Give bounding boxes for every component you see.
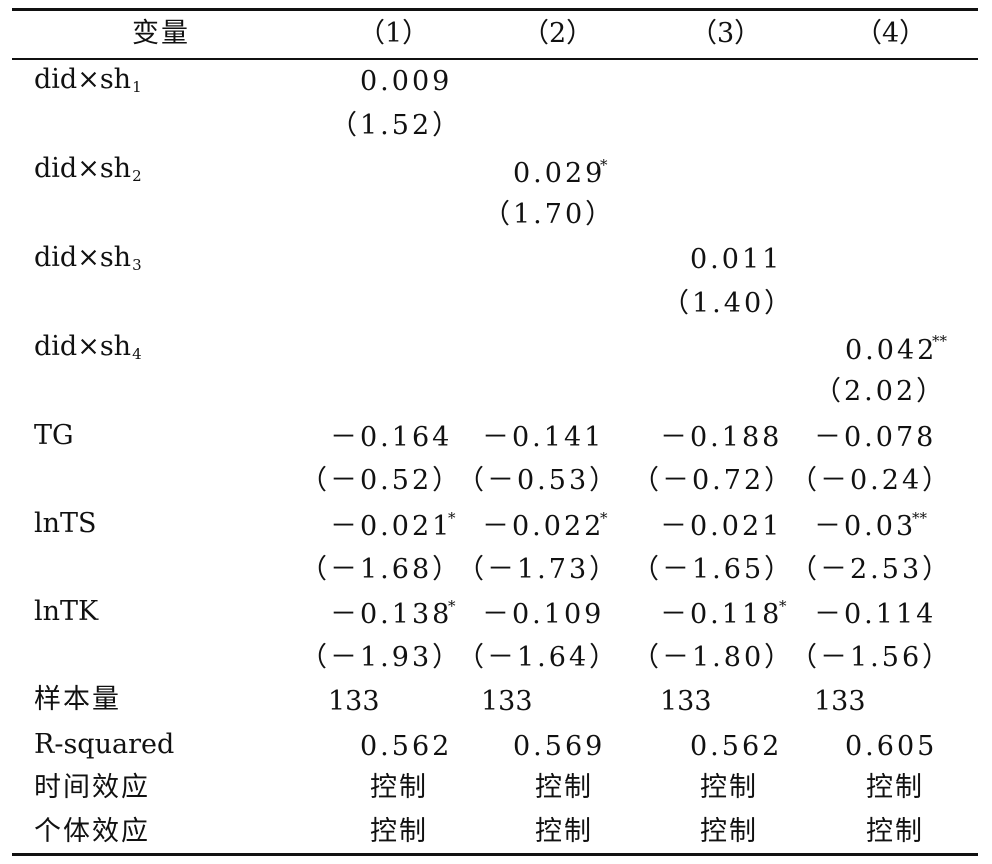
lntk-coef-3: －0.118 (660, 599, 783, 630)
tg-tstat-1: （－0.52） (300, 465, 463, 496)
sample-size-1: 133 (328, 686, 380, 717)
did-sh4-coef: 0.042 (845, 335, 938, 366)
row-label-r-squared: R-squared (34, 729, 175, 760)
row-label-did-sh4: did×sh4 (34, 331, 142, 363)
lnts-coef-1: －0.021 (330, 511, 453, 542)
header-col-2: （2） (522, 18, 594, 49)
lntk-coef-4: －0.114 (814, 599, 937, 630)
lnts-coef-2: －0.022 (482, 511, 605, 542)
r-squared-4: 0.605 (845, 731, 938, 762)
header-col-3: （3） (690, 18, 762, 49)
row-label-time-effect: 时间效应 (34, 772, 150, 803)
header-variable: 变量 (132, 18, 190, 49)
time-effect-4: 控制 (866, 772, 924, 803)
did-sh4-star: ** (932, 332, 947, 350)
did-sh2-coef: 0.029 (513, 158, 606, 189)
lnts-coef-4: －0.03 (814, 511, 917, 542)
individual-effect-3: 控制 (700, 816, 758, 847)
time-effect-1: 控制 (370, 772, 428, 803)
row-label-individual-effect: 个体效应 (34, 816, 150, 847)
tg-coef-4: －0.078 (814, 422, 937, 453)
did-sh3-coef: 0.011 (690, 244, 783, 275)
row-label-did-sh1: did×sh1 (34, 64, 142, 96)
lnts-star-4: ** (912, 509, 927, 527)
did-sh1-tstat: （1.52） (330, 110, 463, 141)
table-header-rule (12, 58, 978, 60)
did-sh3-tstat: （1.40） (662, 288, 795, 319)
r-squared-3: 0.562 (690, 731, 783, 762)
lnts-tstat-3: （－1.65） (632, 554, 795, 585)
lnts-tstat-4: （－2.53） (790, 554, 953, 585)
lntk-tstat-4: （－1.56） (790, 642, 953, 673)
lntk-star-3: * (779, 597, 787, 615)
lntk-tstat-2: （－1.64） (457, 642, 620, 673)
header-col-4: （4） (855, 18, 927, 49)
lntk-tstat-3: （－1.80） (632, 642, 795, 673)
individual-effect-2: 控制 (535, 816, 593, 847)
did-sh1-coef: 0.009 (360, 66, 453, 97)
lntk-tstat-1: （－1.93） (300, 642, 463, 673)
tg-tstat-4: （－0.24） (790, 465, 953, 496)
lnts-star-1: * (448, 509, 456, 527)
lnts-star-2: * (600, 509, 608, 527)
row-label-sample-size: 样本量 (34, 684, 121, 715)
sample-size-4: 133 (814, 686, 866, 717)
time-effect-2: 控制 (535, 772, 593, 803)
lnts-coef-3: －0.021 (660, 511, 783, 542)
row-label-lntk: lnTK (34, 596, 99, 627)
row-label-tg: TG (34, 420, 74, 451)
sample-size-3: 133 (660, 686, 712, 717)
did-sh4-tstat: （2.02） (814, 376, 947, 407)
did-sh2-star: * (600, 156, 608, 174)
individual-effect-1: 控制 (370, 816, 428, 847)
tg-tstat-2: （－0.53） (457, 465, 620, 496)
lntk-coef-1: －0.138 (330, 599, 453, 630)
row-label-did-sh3: did×sh3 (34, 242, 142, 274)
individual-effect-4: 控制 (866, 816, 924, 847)
sample-size-2: 133 (481, 686, 533, 717)
lntk-star-1: * (448, 597, 456, 615)
tg-tstat-3: （－0.72） (632, 465, 795, 496)
table-top-rule (12, 8, 978, 11)
row-label-did-sh2: did×sh2 (34, 153, 142, 185)
lntk-coef-2: －0.109 (482, 599, 605, 630)
lnts-tstat-1: （－1.68） (300, 554, 463, 585)
r-squared-1: 0.562 (360, 731, 453, 762)
time-effect-3: 控制 (700, 772, 758, 803)
row-label-lnts: lnTS (34, 508, 97, 539)
tg-coef-3: －0.188 (660, 422, 783, 453)
lnts-tstat-2: （－1.73） (457, 554, 620, 585)
tg-coef-1: －0.164 (330, 422, 453, 453)
tg-coef-2: －0.141 (482, 422, 605, 453)
table-bottom-rule (12, 853, 978, 856)
r-squared-2: 0.569 (513, 731, 606, 762)
did-sh2-tstat: （1.70） (483, 199, 616, 230)
header-col-1: （1） (358, 18, 430, 49)
